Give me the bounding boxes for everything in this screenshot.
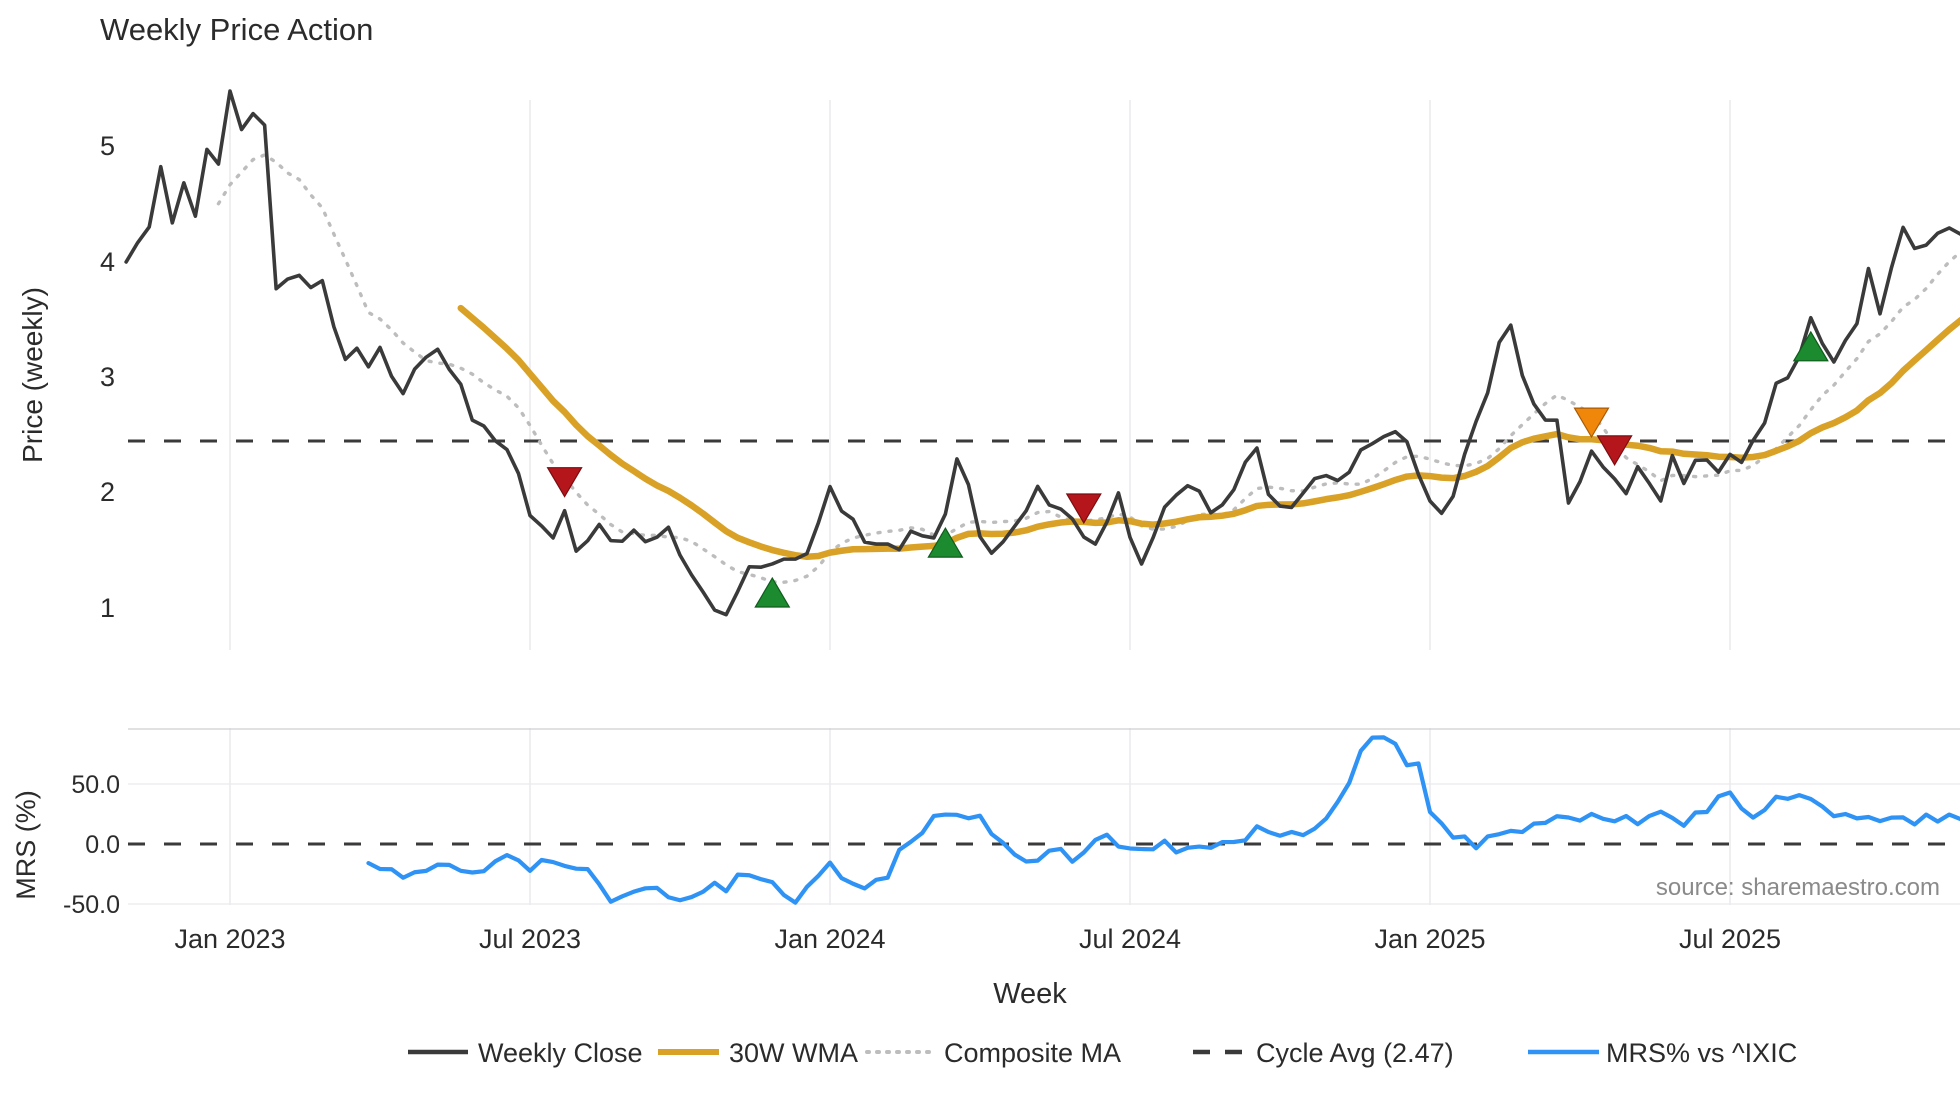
svg-text:30W WMA: 30W WMA <box>729 1038 858 1068</box>
svg-text:Jul 2023: Jul 2023 <box>479 924 581 954</box>
svg-text:MRS% vs ^IXIC: MRS% vs ^IXIC <box>1606 1038 1797 1068</box>
svg-text:0.0: 0.0 <box>85 831 120 859</box>
svg-text:Jul 2024: Jul 2024 <box>1079 924 1181 954</box>
svg-text:2: 2 <box>100 477 115 507</box>
svg-text:Weekly Close: Weekly Close <box>478 1038 643 1068</box>
svg-text:Price (weekly): Price (weekly) <box>17 287 48 463</box>
svg-text:Cycle Avg (2.47): Cycle Avg (2.47) <box>1256 1038 1454 1068</box>
svg-text:1: 1 <box>100 593 115 623</box>
svg-text:Jan 2025: Jan 2025 <box>1374 924 1485 954</box>
svg-text:50.0: 50.0 <box>71 771 120 799</box>
svg-text:Week: Week <box>993 978 1067 1010</box>
svg-text:source: sharemaestro.com: source: sharemaestro.com <box>1656 874 1940 901</box>
svg-text:4: 4 <box>100 247 115 277</box>
svg-text:Jul 2025: Jul 2025 <box>1679 924 1781 954</box>
svg-text:-50.0: -50.0 <box>63 891 120 919</box>
svg-text:3: 3 <box>100 362 115 392</box>
svg-text:5: 5 <box>100 131 115 161</box>
svg-text:Composite MA: Composite MA <box>944 1038 1121 1068</box>
svg-text:Jan 2024: Jan 2024 <box>774 924 885 954</box>
svg-text:Jan 2023: Jan 2023 <box>174 924 285 954</box>
svg-text:MRS (%): MRS (%) <box>11 790 41 900</box>
